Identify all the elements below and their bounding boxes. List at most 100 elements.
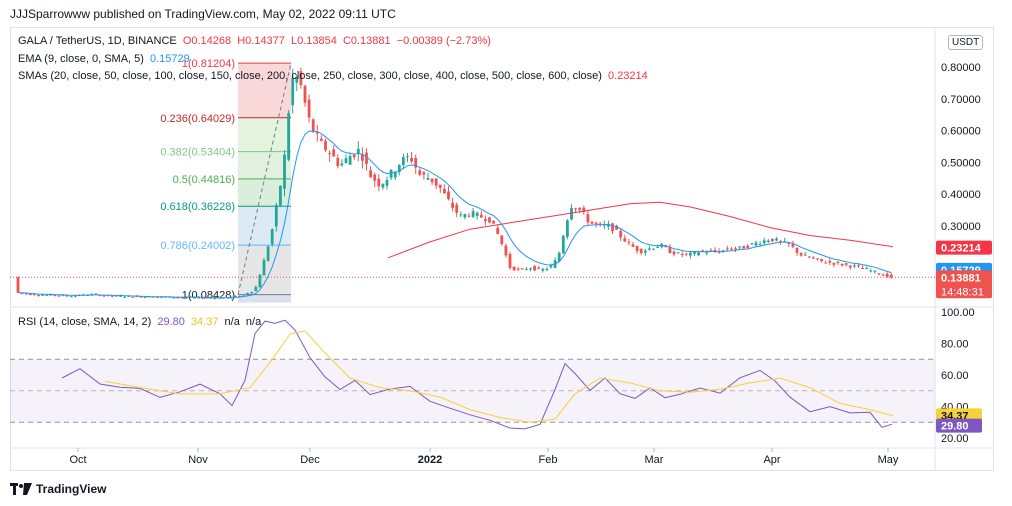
candle-body bbox=[492, 220, 495, 224]
candle-body bbox=[69, 296, 73, 298]
candle-body bbox=[795, 247, 799, 253]
tradingview-footer[interactable]: TradingView bbox=[10, 482, 106, 496]
sma-label[interactable]: SMAs (20, close, 50, close, 100, close, … bbox=[18, 70, 602, 82]
candle-body bbox=[533, 266, 536, 271]
candle-body bbox=[799, 252, 803, 256]
published-line: JJJSparrowww published on TradingView.co… bbox=[10, 7, 396, 21]
candle-body bbox=[176, 297, 180, 299]
candle-body bbox=[844, 263, 848, 265]
candle-body bbox=[254, 286, 258, 292]
candle-body bbox=[381, 184, 385, 188]
candle-body bbox=[471, 211, 475, 217]
change-value: −0.00389 (−2.73%) bbox=[396, 35, 491, 47]
candle-body bbox=[283, 154, 286, 189]
candle-body bbox=[250, 291, 254, 294]
rsi-label[interactable]: RSI (14, close, SMA, 14, 2) bbox=[18, 316, 152, 328]
rsi-legend: RSI (14, close, SMA, 14, 2) 29.80 34.37 … bbox=[18, 316, 264, 328]
candle-body bbox=[389, 169, 393, 178]
candle-body bbox=[74, 295, 77, 297]
candle-body bbox=[233, 295, 237, 298]
candle-body bbox=[701, 250, 705, 252]
candle-body bbox=[709, 250, 713, 252]
time-tick-label: Feb bbox=[539, 454, 558, 466]
candle-body bbox=[488, 217, 491, 223]
candle-body bbox=[443, 188, 446, 194]
candle-body bbox=[648, 248, 651, 250]
candle-body bbox=[771, 238, 774, 242]
candle-body bbox=[742, 246, 746, 249]
candle-body bbox=[402, 157, 405, 166]
rsi-tick-label: 20.00 bbox=[941, 433, 969, 445]
time-tick-label: Oct bbox=[69, 454, 86, 466]
candle-body bbox=[106, 295, 110, 297]
candle-body bbox=[414, 158, 418, 168]
candle-body bbox=[807, 256, 811, 258]
candle-body bbox=[438, 184, 442, 188]
currency-button[interactable]: USDT bbox=[948, 35, 984, 50]
rsi-na-2: n/a bbox=[245, 316, 262, 328]
candle-body bbox=[590, 221, 594, 224]
candle-body bbox=[746, 245, 750, 248]
candle-body bbox=[418, 170, 422, 175]
candle-body bbox=[303, 85, 307, 103]
candle-body bbox=[816, 258, 819, 260]
rsi-value: 29.80 bbox=[157, 316, 185, 328]
tradingview-brand: TradingView bbox=[36, 482, 107, 496]
candle-body bbox=[28, 293, 32, 296]
candle-body bbox=[652, 248, 655, 250]
candle-body bbox=[352, 154, 356, 158]
candle-body bbox=[840, 263, 844, 266]
candle-body bbox=[406, 155, 409, 157]
candle-body bbox=[430, 178, 434, 183]
candle-body bbox=[45, 294, 49, 296]
candle-body bbox=[344, 158, 348, 163]
symbol-legend: GALA / TetherUS, 1D, BINANCE O0.14268 H0… bbox=[18, 35, 494, 47]
ema-label[interactable]: EMA (9, close, 0, SMA, 5) bbox=[18, 53, 144, 65]
candle-body bbox=[639, 248, 643, 254]
low-value: L0.13854 bbox=[290, 35, 337, 47]
candle-body bbox=[479, 214, 483, 218]
sma-line bbox=[387, 201, 894, 259]
candle-body bbox=[812, 257, 815, 259]
candle-body bbox=[397, 164, 401, 173]
candle-body bbox=[566, 220, 569, 237]
ema-value: 0.15729 bbox=[150, 53, 190, 65]
candle-body bbox=[262, 260, 266, 276]
candle-body bbox=[525, 269, 528, 271]
candle-body bbox=[545, 268, 549, 270]
candle-body bbox=[393, 171, 397, 178]
candle-body bbox=[574, 208, 577, 210]
candle-body bbox=[803, 254, 807, 256]
candle-body bbox=[738, 246, 741, 248]
candle-body bbox=[836, 261, 840, 263]
candle-body bbox=[192, 297, 196, 299]
candle-body bbox=[221, 297, 225, 299]
rsi-line bbox=[61, 319, 893, 430]
candle-body bbox=[434, 178, 438, 186]
candle-body bbox=[385, 180, 389, 186]
symbol-name[interactable]: GALA / TetherUS, 1D, BINANCE bbox=[18, 35, 177, 47]
candle-body bbox=[504, 245, 508, 256]
candle-body bbox=[455, 204, 459, 213]
candle-body bbox=[520, 268, 524, 270]
candle-body bbox=[475, 212, 479, 216]
price-tick-label: 0.40000 bbox=[941, 189, 981, 201]
candle-body bbox=[561, 235, 565, 254]
candle-body bbox=[684, 253, 688, 255]
candle-body bbox=[102, 295, 106, 297]
candle-body bbox=[37, 295, 40, 297]
last-price-tag: 0.13881 bbox=[941, 272, 981, 284]
candle-body bbox=[426, 178, 430, 180]
price-chart[interactable]: 0.80000 0.70000 0.60000 0.50000 0.40000 0.300… bbox=[10, 27, 994, 471]
fib-level-label: 0.5(0.44816) bbox=[173, 174, 235, 186]
candle-body bbox=[33, 294, 36, 296]
fib-zone bbox=[238, 63, 291, 118]
candle-body bbox=[857, 265, 860, 267]
candle-body bbox=[213, 297, 217, 299]
fib-trend-line bbox=[237, 63, 292, 295]
time-tick-label: Dec bbox=[300, 454, 320, 466]
candle-body bbox=[889, 274, 893, 278]
candle-body bbox=[287, 113, 290, 160]
fib-zone bbox=[238, 117, 291, 152]
candle-body bbox=[279, 185, 282, 206]
